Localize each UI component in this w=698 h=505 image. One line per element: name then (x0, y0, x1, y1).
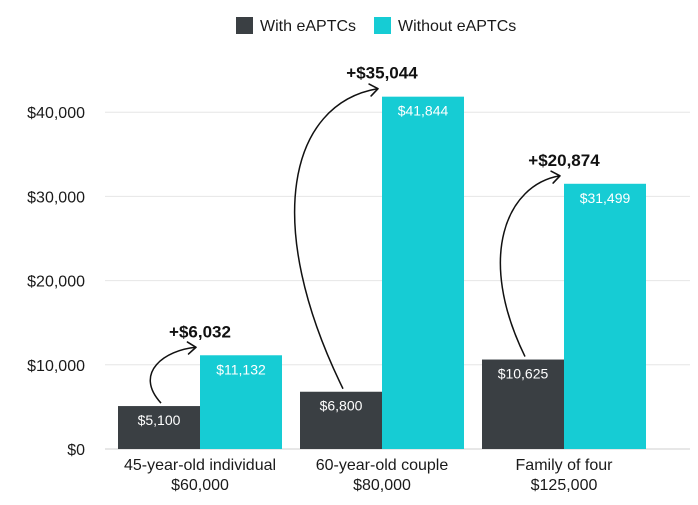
legend: With eAPTCs Without eAPTCs (236, 17, 516, 35)
bar-with-eaptcs (482, 359, 564, 449)
bar-value-label: $11,132 (216, 361, 266, 377)
x-category-label: $80,000 (353, 477, 411, 494)
bar-without-eaptcs (564, 183, 646, 449)
bar-without-eaptcs (200, 355, 282, 449)
x-category-label: 45-year-old individual (124, 457, 276, 474)
labels: $5,100 $11,132 45-year-old individual $60,0… (124, 64, 631, 494)
y-tick-label: $0 (67, 442, 85, 459)
bar-value-label: $41,844 (398, 103, 449, 119)
legend-label: With eAPTCs (260, 18, 356, 35)
bar-value-label: $5,100 (138, 412, 181, 428)
y-tick-label: $40,000 (27, 105, 85, 122)
difference-arrow (149, 341, 197, 404)
x-category-label: $125,000 (531, 477, 598, 494)
bar-without-eaptcs (382, 96, 464, 449)
y-tick-label: $20,000 (27, 274, 85, 291)
difference-label: +$20,874 (528, 151, 600, 170)
difference-arrow (499, 170, 561, 357)
bar-value-label: $31,499 (580, 190, 631, 206)
difference-arrow (293, 83, 379, 390)
bar-with-eaptcs (300, 391, 382, 449)
bars (118, 96, 646, 449)
difference-label: +$6,032 (169, 322, 231, 341)
legend-label: Without eAPTCs (398, 18, 516, 35)
difference-label: +$35,044 (346, 64, 418, 83)
x-category-label: 60-year-old couple (316, 457, 449, 474)
y-tick-label: $10,000 (27, 358, 85, 375)
bar-value-label: $6,800 (320, 398, 363, 414)
legend-swatch (374, 17, 391, 34)
y-axis: $0 $10,000 $20,000 $30,000 $40,000 (27, 105, 85, 459)
bar-with-eaptcs (118, 406, 200, 449)
difference-arrows (149, 83, 561, 404)
x-category-label: Family of four (516, 457, 614, 474)
x-category-label: $60,000 (171, 477, 229, 494)
bar-value-label: $10,625 (498, 366, 549, 382)
legend-swatch (236, 17, 253, 34)
y-tick-label: $30,000 (27, 189, 85, 206)
